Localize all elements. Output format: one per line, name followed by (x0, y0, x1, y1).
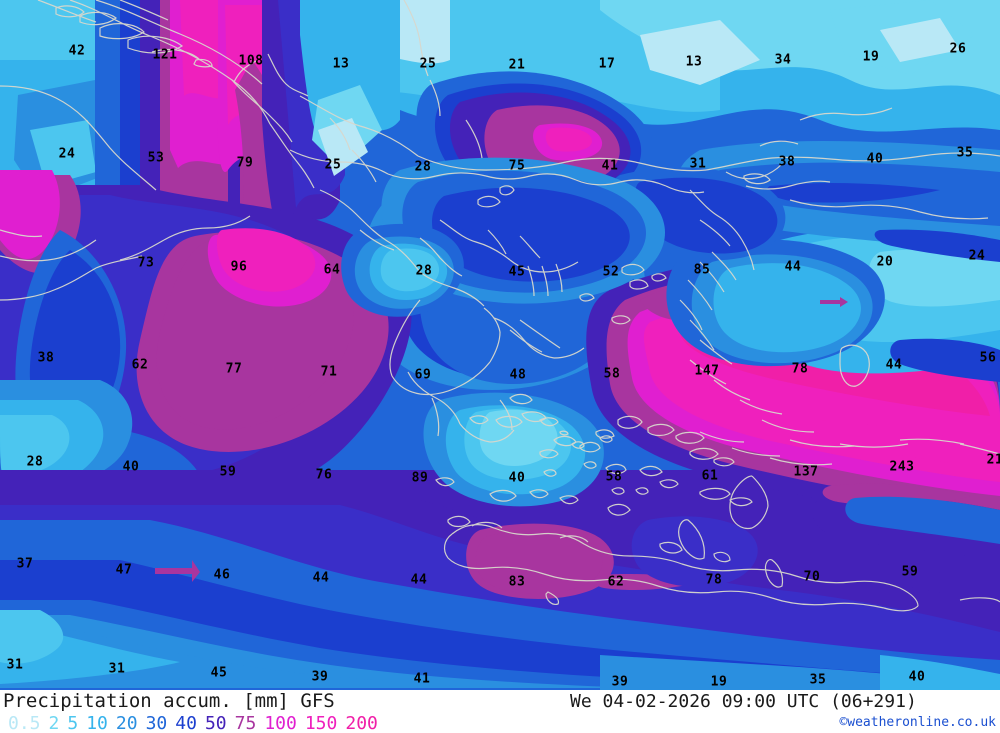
map-value-label: 26 (949, 41, 967, 57)
scale-step-50[interactable]: 50 (204, 713, 227, 733)
color-scale-legend[interactable]: 0.5 2 5 10 20 30 40 50 75 100 150 200 (8, 713, 386, 733)
map-value-label: 31 (689, 156, 707, 172)
map-value-label: 19 (710, 674, 728, 690)
scale-step-30[interactable]: 30 (145, 713, 168, 733)
map-value-label: 25 (419, 56, 437, 72)
map-value-label: 28 (26, 454, 44, 470)
map-value-label: 31 (6, 657, 24, 673)
map-value-label: 75 (508, 158, 526, 174)
map-value-label: 56 (979, 350, 997, 366)
map-value-label: 73 (137, 255, 155, 271)
map-value-label: 44 (410, 572, 428, 588)
map-value-label: 78 (791, 361, 809, 377)
map-value-label: 39 (311, 669, 329, 685)
map-value-label: 53 (147, 150, 165, 166)
model-run-timestamp: We 04-02-2026 09:00 UTC (06+291) (570, 691, 917, 712)
map-value-label: 61 (701, 468, 719, 484)
map-value-label: 13 (685, 54, 703, 70)
map-value-label: 59 (219, 464, 237, 480)
map-footer: Precipitation accum. [mm] GFS We 04-02-2… (0, 690, 1000, 733)
map-title: Precipitation accum. [mm] GFS (3, 690, 335, 712)
map-value-label: 45 (508, 264, 526, 280)
map-value-label: 40 (508, 470, 526, 486)
map-value-label: 77 (225, 361, 243, 377)
map-value-label: 58 (603, 366, 621, 382)
map-value-label: 52 (602, 264, 620, 280)
map-value-label: 38 (37, 350, 55, 366)
map-value-label: 78 (705, 572, 723, 588)
map-value-label: 64 (323, 262, 341, 278)
map-value-label: 89 (411, 470, 429, 486)
map-value-label: 45 (210, 665, 228, 681)
map-value-label: 58 (605, 469, 623, 485)
scale-step-200[interactable]: 200 (345, 713, 378, 733)
map-value-label: 79 (236, 155, 254, 171)
map-value-label: 40 (122, 459, 140, 475)
map-value-label: 19 (862, 49, 880, 65)
scale-step-10[interactable]: 10 (86, 713, 108, 733)
map-value-label: 35 (809, 672, 827, 688)
map-value-label: 25 (324, 157, 342, 173)
map-value-label: 70 (803, 569, 821, 585)
map-value-label: 44 (784, 259, 802, 275)
map-value-label: 24 (968, 248, 986, 264)
copyright-credit: ©weatheronline.co.uk (839, 715, 996, 730)
map-value-label: 41 (413, 671, 431, 687)
map-value-label: 147 (694, 363, 720, 379)
map-raster (0, 0, 1000, 690)
map-value-label: 108 (238, 53, 264, 69)
map-value-label: 96 (230, 259, 248, 275)
map-value-label: 20 (876, 254, 894, 270)
map-value-label: 76 (315, 467, 333, 483)
map-value-label: 41 (601, 158, 619, 174)
map-value-label: 85 (693, 262, 711, 278)
map-value-label: 71 (320, 364, 338, 380)
map-value-label: 31 (108, 661, 126, 677)
map-value-label: 21 (508, 57, 526, 73)
map-value-label: 38 (778, 154, 796, 170)
map-value-label: 243 (889, 459, 915, 475)
map-value-label: 47 (115, 562, 133, 578)
map-value-label: 37 (16, 556, 34, 572)
map-value-label: 59 (901, 564, 919, 580)
map-value-label: 34 (774, 52, 792, 68)
map-value-label: 40 (866, 151, 884, 167)
scale-step-40[interactable]: 40 (175, 713, 197, 733)
map-value-label: 28 (414, 159, 432, 175)
map-value-label: 62 (131, 357, 149, 373)
map-value-label: 35 (956, 145, 974, 161)
map-value-label: 44 (312, 570, 330, 586)
map-value-label: 17 (598, 56, 616, 72)
map-value-label: 121 (152, 47, 178, 63)
map-value-label: 44 (885, 357, 903, 373)
scale-step-2[interactable]: 2 (48, 713, 60, 733)
map-value-label: 48 (509, 367, 527, 383)
map-value-label: 21 (986, 452, 1000, 468)
scale-step-5[interactable]: 5 (67, 713, 79, 733)
map-value-label: 137 (793, 464, 819, 480)
map-value-label: 24 (58, 146, 76, 162)
precipitation-map[interactable]: 42 121 108 13 25 21 17 13 34 19 26 24 53 79 25 28 75 41 31… (0, 0, 1000, 690)
map-value-label: 69 (414, 367, 432, 383)
map-value-label: 28 (415, 263, 433, 279)
map-value-label: 46 (213, 567, 231, 583)
map-value-label: 83 (508, 574, 526, 590)
map-value-label: 62 (607, 574, 625, 590)
map-value-label: 39 (611, 674, 629, 690)
scale-step-0.5[interactable]: 0.5 (8, 713, 41, 733)
map-value-label: 13 (332, 56, 350, 72)
scale-step-100[interactable]: 100 (264, 713, 297, 733)
scale-step-75[interactable]: 75 (234, 713, 257, 733)
scale-step-20[interactable]: 20 (115, 713, 138, 733)
map-value-label: 40 (908, 669, 926, 685)
scale-step-150[interactable]: 150 (304, 713, 338, 733)
map-value-label: 42 (68, 43, 86, 59)
